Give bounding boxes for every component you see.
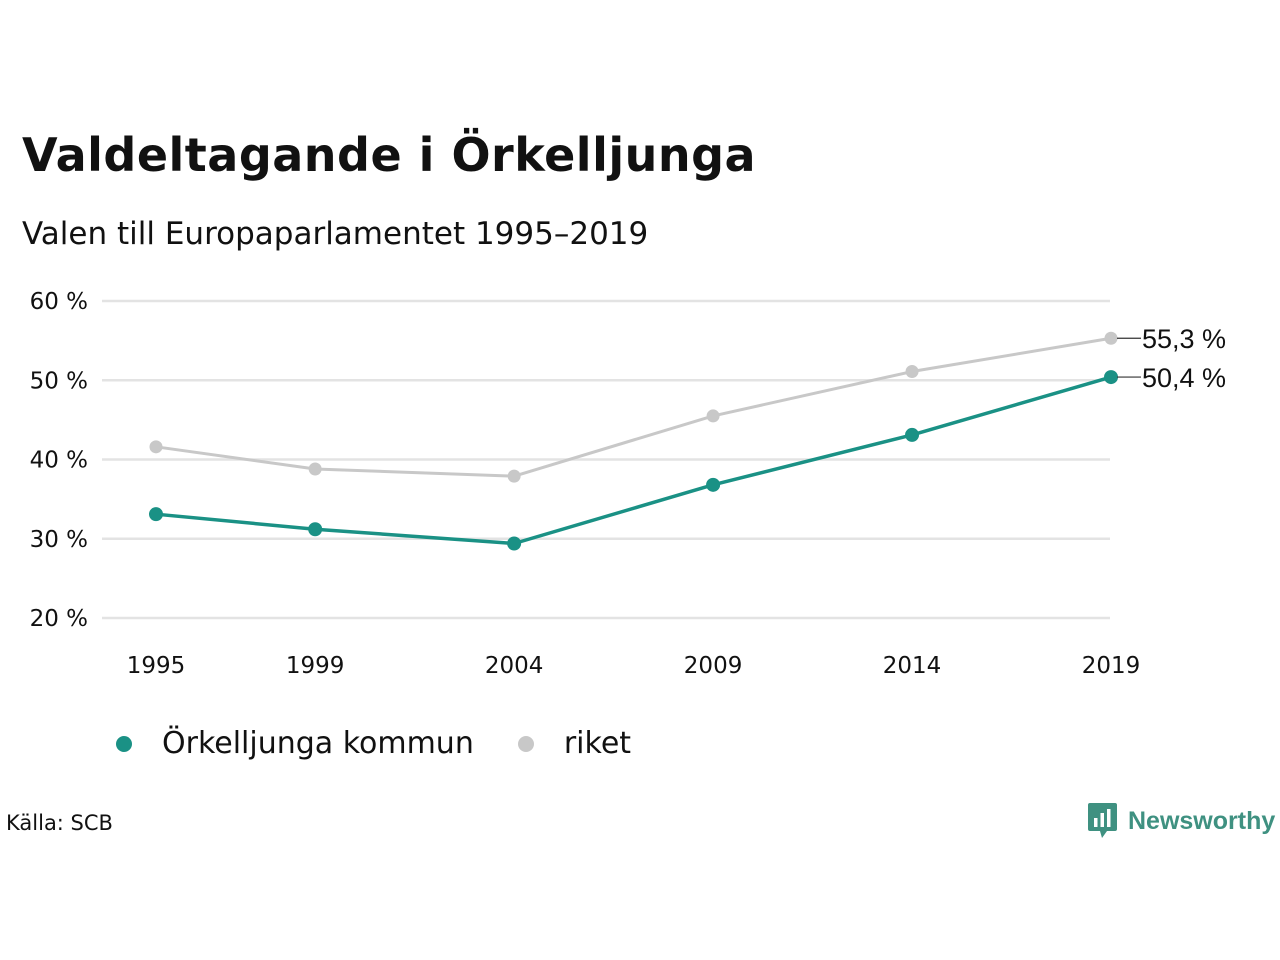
brand-name: Newsworthy bbox=[1128, 806, 1276, 835]
legend: Örkelljunga kommun riket bbox=[116, 726, 675, 761]
legend-marker-riket bbox=[517, 735, 534, 752]
chart-subtitle: Valen till Europaparlamentet 1995–2019 bbox=[22, 216, 649, 252]
x-tick-label: 1999 bbox=[286, 653, 345, 679]
data-point bbox=[149, 507, 163, 522]
data-point bbox=[1104, 331, 1118, 345]
data-point bbox=[905, 365, 919, 379]
series-line bbox=[155, 336, 1112, 478]
data-point bbox=[308, 522, 323, 537]
x-tick-label: 1995 bbox=[127, 653, 186, 679]
end-label: 55,3 % bbox=[1142, 324, 1226, 354]
data-point bbox=[507, 536, 522, 551]
x-tick-label: 2004 bbox=[485, 653, 544, 679]
x-tick-label: 2019 bbox=[1082, 653, 1141, 679]
brand-logo: Newsworthy bbox=[1088, 803, 1275, 839]
data-point bbox=[308, 462, 322, 476]
series-line bbox=[155, 375, 1112, 546]
y-tick-label: 30 % bbox=[30, 527, 88, 553]
data-point bbox=[905, 427, 920, 442]
y-tick-label: 50 % bbox=[30, 368, 88, 394]
x-tick-label: 2009 bbox=[684, 653, 743, 679]
source-note: Källa: SCB bbox=[6, 811, 113, 835]
legend-label-orkelljunga: Örkelljunga kommun bbox=[162, 726, 474, 761]
end-label: 50,4 % bbox=[1142, 363, 1226, 393]
y-tick-label: 40 % bbox=[30, 448, 88, 474]
data-point bbox=[706, 477, 721, 492]
data-point bbox=[1104, 370, 1118, 385]
legend-item-riket: riket bbox=[517, 726, 632, 761]
legend-label-riket: riket bbox=[563, 726, 632, 761]
legend-marker-orkelljunga bbox=[116, 735, 132, 752]
data-point bbox=[706, 409, 720, 423]
data-point bbox=[507, 469, 521, 483]
data-point bbox=[149, 440, 163, 454]
legend-item-orkelljunga: Örkelljunga kommun bbox=[116, 726, 474, 761]
y-tick-label: 60 % bbox=[30, 289, 88, 315]
x-tick-label: 2014 bbox=[883, 653, 942, 679]
y-tick-label: 20 % bbox=[30, 606, 88, 632]
bar-chart-icon bbox=[1088, 803, 1117, 838]
chart-title: Valdeltagande i Örkelljunga bbox=[22, 128, 757, 182]
